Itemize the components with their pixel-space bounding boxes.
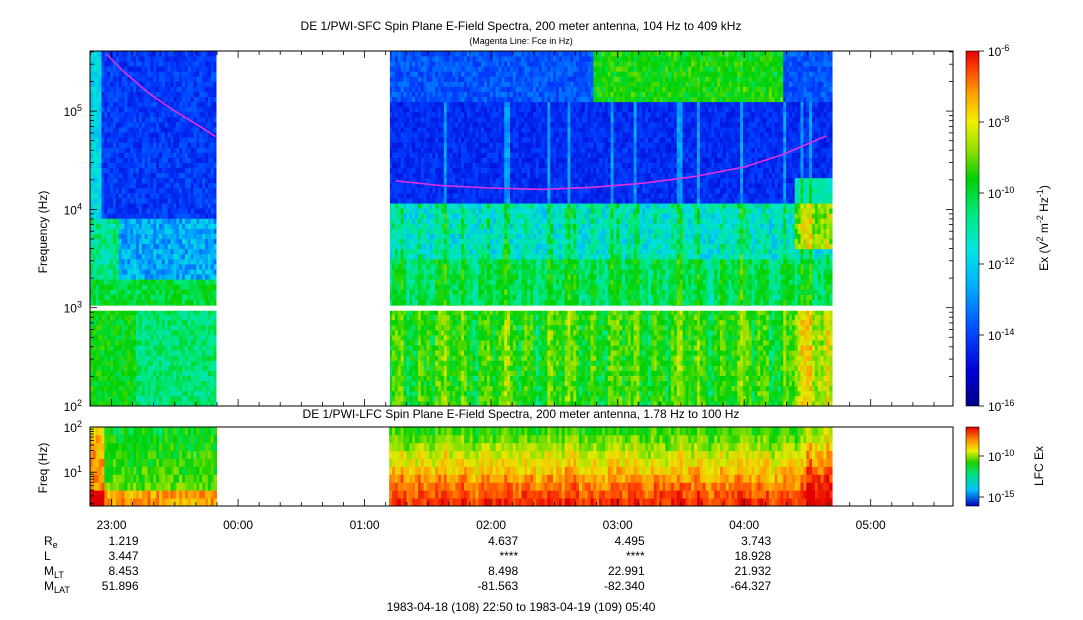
time-range-label: 1983-04-18 (108) 22:50 to 1983-04-19 (10… [387, 600, 656, 614]
ephemeris-value: 4.637 [488, 534, 518, 548]
ephemeris-value: 8.453 [108, 564, 138, 578]
ephemeris-value: 3.743 [741, 534, 771, 548]
bottom-y-axis: 101 102 [64, 419, 97, 505]
x-tick-label: 02:00 [476, 518, 506, 532]
ephemeris-value: 51.896 [102, 579, 139, 593]
bottom-chart-title: DE 1/PWI-LFC Spin Plane E-Field Spectra,… [303, 407, 740, 421]
top-plot-frame [89, 50, 954, 407]
bottom-y-axis-label: Freq (Hz) [36, 443, 50, 494]
ephemeris-value: 18.928 [735, 549, 772, 563]
colorbar-tick-label: 10-8 [988, 114, 1009, 130]
ephemeris-value: 21.932 [735, 564, 772, 578]
ephemeris-value: **** [626, 549, 645, 563]
bottom-y-tick-label: 102 [64, 419, 82, 435]
colorbar-tick-label: 10-10 [988, 185, 1014, 201]
fce-line-segment [105, 53, 216, 138]
ephemeris-value: 1.219 [108, 534, 138, 548]
top-y-axis: 102 103 104 105 [64, 51, 953, 414]
ephemeris-value: 3.447 [108, 549, 138, 563]
fce-line-layer [105, 53, 827, 191]
bottom-colorbar [965, 426, 980, 507]
ephemeris-value: -82.340 [604, 579, 645, 593]
top-spectrogram [90, 51, 953, 406]
time-x-axis: 23:00 00:00 01:00 02:00 03:00 04:00 05:00 [90, 51, 935, 532]
top-y-tick-label: 105 [64, 103, 82, 119]
ephemeris-value: **** [499, 549, 518, 563]
x-tick-label: 03:00 [603, 518, 633, 532]
x-tick-label: 01:00 [350, 518, 380, 532]
top-y-tick-label: 104 [64, 201, 82, 217]
top-colorbar-ticks: 10-6 10-8 10-10 10-12 10-14 10-16 [979, 43, 1014, 414]
top-y-tick-label: 102 [64, 398, 82, 414]
x-tick-label: 23:00 [96, 518, 126, 532]
x-tick-label: 04:00 [729, 518, 759, 532]
top-chart-subtitle: (Magenta Line: Fce in Hz) [469, 36, 573, 46]
top-chart-title: DE 1/PWI-SFC Spin Plane E-Field Spectra,… [301, 19, 742, 33]
colorbar-tick-label: 10-14 [988, 327, 1014, 343]
ephemeris-row-label: MLAT [44, 579, 70, 595]
ephemeris-value: 4.495 [615, 534, 645, 548]
ephemeris-row-label: MLT [44, 564, 64, 580]
x-tick-label: 00:00 [223, 518, 253, 532]
ephemeris-value: -64.327 [731, 579, 772, 593]
top-y-tick-label: 103 [64, 300, 82, 316]
ephemeris-value: 22.991 [608, 564, 645, 578]
ephemeris-row-label: Re [44, 534, 58, 550]
bottom-plot-frame [89, 426, 954, 507]
bottom-colorbar-label: LFC Ex [1032, 446, 1046, 486]
colorbar-tick-label: 10-16 [988, 398, 1014, 414]
bottom-y-tick-label: 101 [64, 464, 82, 480]
colorbar-tick-label: 10-15 [988, 489, 1014, 505]
ephemeris-table: Re 1.219 4.637 4.495 3.743 L 3.447 **** **** 18.9… [44, 534, 772, 595]
x-tick-label: 05:00 [856, 518, 886, 532]
top-y-axis-label: Frequency (Hz) [36, 191, 50, 274]
top-colorbar-label: Ex (V2 m-2 Hz-1) [1035, 185, 1051, 271]
colorbar-tick-label: 10-12 [988, 256, 1014, 272]
bottom-colorbar-ticks: 10-10 10-15 [979, 448, 1014, 505]
top-colorbar [965, 50, 980, 407]
ephemeris-value: 8.498 [488, 564, 518, 578]
ephemeris-row-label: L [44, 549, 51, 563]
colorbar-tick-label: 10-6 [988, 43, 1009, 59]
colorbar-tick-label: 10-10 [988, 448, 1014, 464]
fce-line-segment [396, 135, 827, 191]
bottom-spectrogram [90, 427, 833, 506]
ephemeris-value: -81.563 [477, 579, 518, 593]
